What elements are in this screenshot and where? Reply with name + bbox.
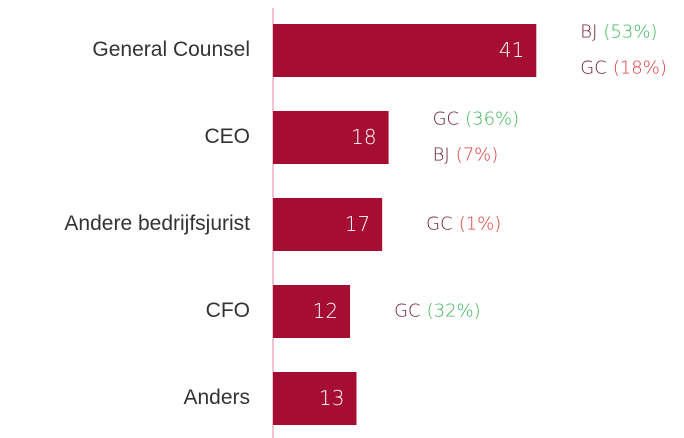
value-label: 13 — [319, 386, 344, 410]
annotation: GC (36%) — [433, 109, 520, 130]
annotation-label: BJ — [580, 22, 597, 43]
bar — [273, 111, 389, 164]
annotation-change: (7%) — [456, 145, 499, 166]
value-label: 41 — [499, 38, 524, 62]
annotation-change: (18%) — [613, 58, 667, 79]
annotation-label: GC — [426, 214, 453, 235]
category-label: CEO — [204, 125, 250, 148]
value-label: 18 — [351, 125, 376, 149]
annotation: BJ (7%) — [433, 145, 499, 166]
category-label: CFO — [206, 299, 250, 322]
bar — [273, 24, 537, 77]
annotation-change: (1%) — [459, 214, 502, 235]
annotation-change: (32%) — [427, 301, 481, 322]
annotation-label: BJ — [433, 145, 450, 166]
annotation-label: GC — [433, 109, 460, 130]
annotation: BJ (53%) — [580, 22, 657, 43]
bar — [273, 198, 383, 251]
annotation-label: GC — [394, 301, 421, 322]
category-label: General Counsel — [92, 38, 250, 61]
category-label: Anders — [183, 386, 250, 409]
category-label: Andere bedrijfsjurist — [64, 212, 250, 235]
annotation-change: (36%) — [465, 109, 519, 130]
annotation: GC (1%) — [426, 214, 501, 235]
annotation: GC (32%) — [394, 301, 481, 322]
annotation: GC (18%) — [580, 58, 667, 79]
value-label: 17 — [345, 212, 370, 236]
annotation-label: GC — [580, 58, 607, 79]
annotation-change: (53%) — [603, 22, 657, 43]
bar — [273, 285, 351, 338]
bar — [273, 372, 357, 425]
value-label: 12 — [313, 299, 338, 323]
